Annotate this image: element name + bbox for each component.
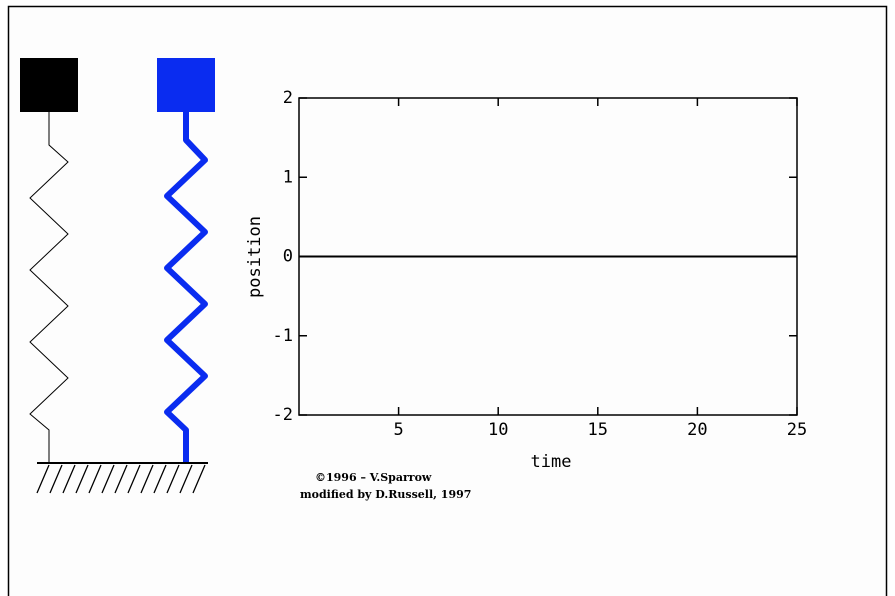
x-tick-label: 20 xyxy=(687,420,707,440)
credit: modified by D.Russell, 1997 xyxy=(300,488,471,501)
y-tick-label: -2 xyxy=(273,405,293,425)
y-tick-label: 1 xyxy=(283,167,293,187)
x-tick-label: 25 xyxy=(787,420,807,440)
y-axis-label: position xyxy=(245,216,265,298)
frame xyxy=(9,7,887,596)
y-tick-label: 2 xyxy=(283,88,293,108)
y-tick-label: 0 xyxy=(283,247,293,267)
mass-black xyxy=(20,58,78,112)
x-tick-label: 15 xyxy=(588,420,608,440)
page: time position ©1996 – V.Sparrow modified… xyxy=(0,0,895,596)
x-tick-label: 5 xyxy=(393,420,403,440)
mass-blue xyxy=(157,58,215,112)
y-tick-label: -1 xyxy=(273,326,293,346)
x-tick-label: 10 xyxy=(488,420,508,440)
chart: time position ©1996 – V.Sparrow modified… xyxy=(0,0,895,596)
credit: ©1996 – V.Sparrow xyxy=(315,471,432,484)
x-axis-label: time xyxy=(531,452,572,472)
